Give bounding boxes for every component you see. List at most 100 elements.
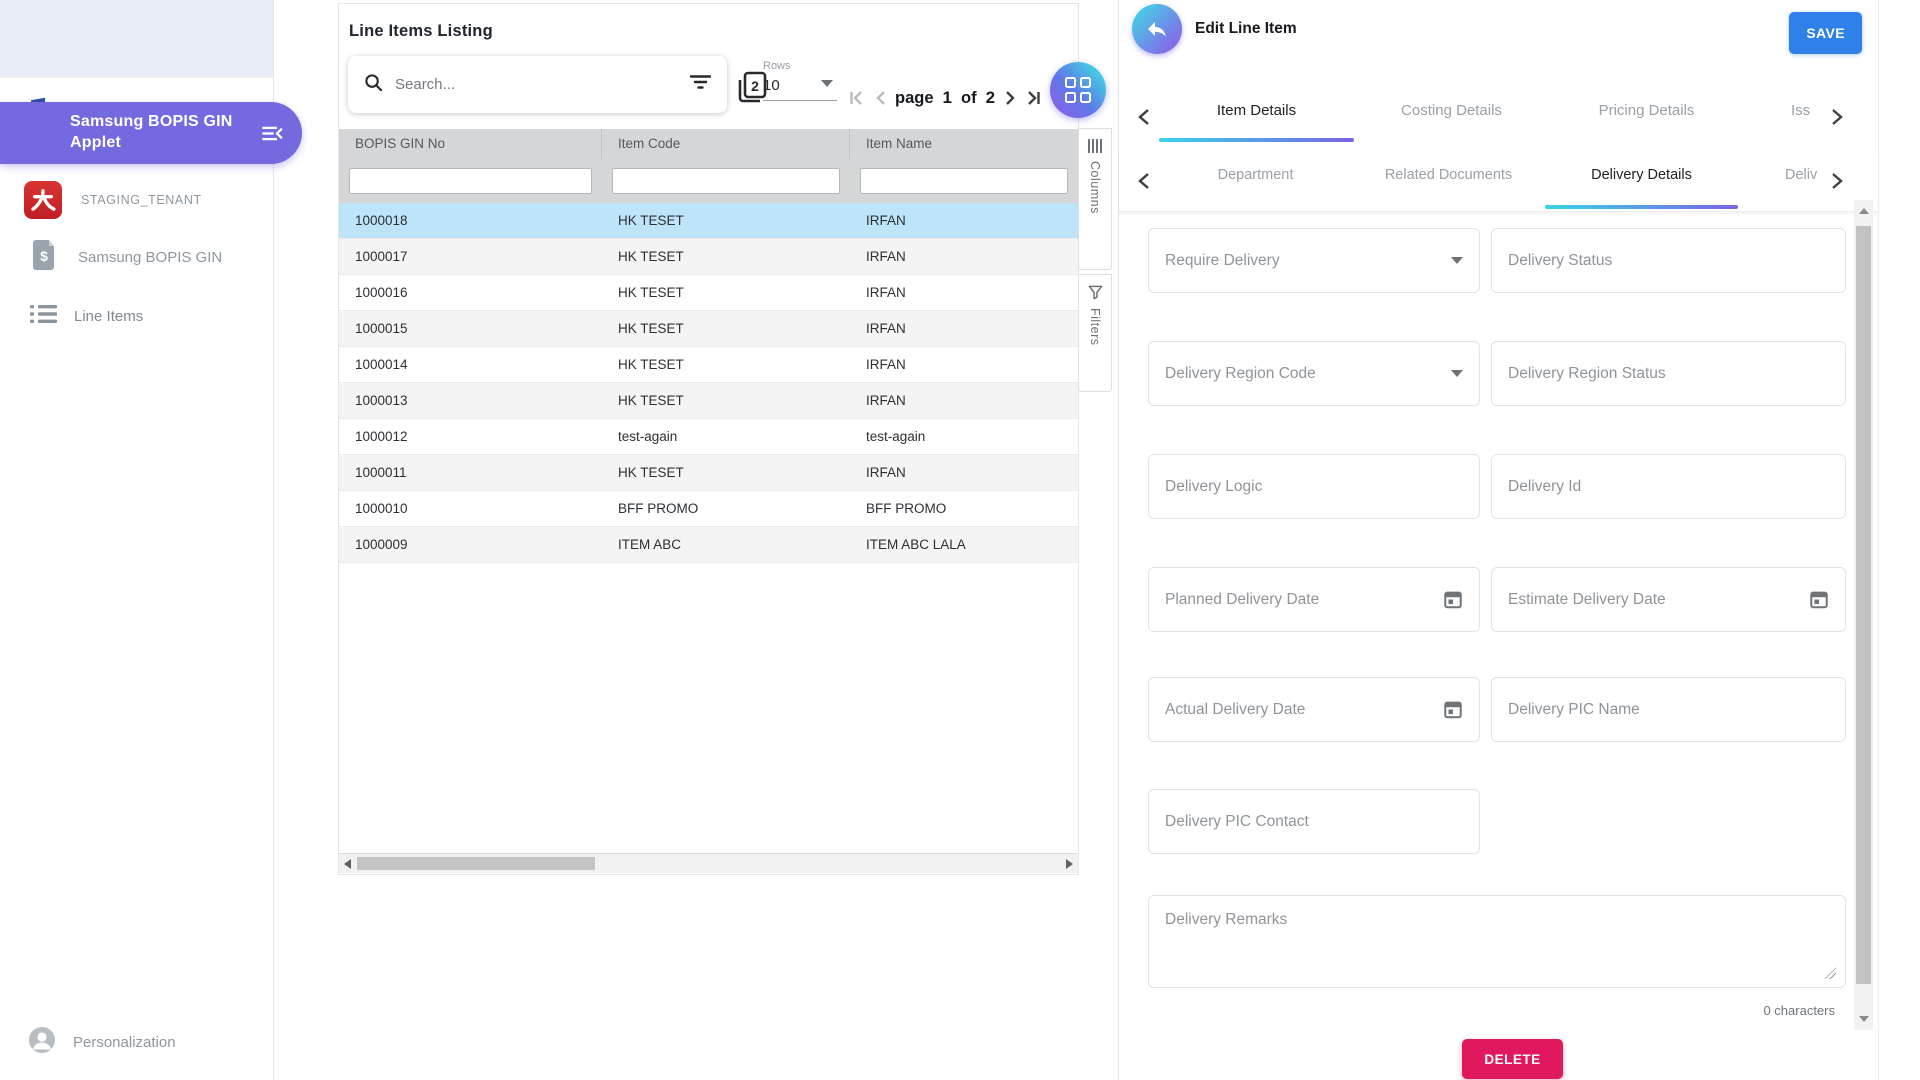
search-box[interactable] (348, 56, 727, 113)
filter-list-icon[interactable] (689, 74, 712, 95)
tab-item[interactable]: Pricing Details (1598, 102, 1695, 119)
field-label: Delivery Status (1508, 251, 1613, 269)
pagination: page 1 of 2 (849, 88, 1041, 108)
field-label: Delivery Remarks (1165, 911, 1288, 928)
delivery-region-code-select[interactable]: Delivery Region Code (1148, 341, 1480, 406)
search-input[interactable] (395, 76, 690, 93)
app-title-pill[interactable]: Samsung BOPIS GIN Applet (0, 102, 302, 164)
vertical-scroll-thumb[interactable] (1856, 226, 1871, 984)
subtab-item[interactable]: Delivery Details (1545, 150, 1738, 211)
cell-item-code: HK TESET (618, 249, 684, 264)
table-row[interactable]: 1000012 test-again test-again (339, 419, 1078, 455)
cell-item-name: IRFAN (866, 393, 906, 408)
cell-item-name: test-again (866, 429, 926, 444)
delivery-region-status-field[interactable]: Delivery Region Status (1491, 341, 1846, 406)
field-label: Delivery Region Code (1165, 364, 1316, 382)
search-icon (364, 73, 383, 97)
table-row[interactable]: 1000014 HK TESET IRFAN (339, 347, 1078, 383)
tabs-scroll-right-icon[interactable] (1831, 108, 1844, 126)
personalization-label: Personalization (73, 1034, 176, 1051)
tab-item[interactable]: Iss (1791, 102, 1811, 119)
field-label: Delivery Id (1508, 477, 1582, 495)
subtab-item[interactable]: Deliv (1785, 167, 1818, 183)
vertical-scrollbar[interactable] (1854, 200, 1873, 1030)
scroll-up-icon[interactable] (1854, 200, 1873, 222)
estimate-delivery-date-field[interactable]: Estimate Delivery Date (1491, 567, 1846, 632)
chevron-down-icon (1451, 257, 1463, 264)
save-button[interactable]: SAVE (1789, 12, 1862, 54)
column-filter-input[interactable] (860, 168, 1068, 194)
svg-text:2: 2 (751, 78, 759, 94)
subtabs-scroll-right-icon[interactable] (1831, 172, 1844, 190)
scroll-down-icon[interactable] (1854, 1008, 1873, 1030)
field-label: Require Delivery (1165, 251, 1280, 269)
planned-delivery-date-field[interactable]: Planned Delivery Date (1148, 567, 1480, 632)
account-circle-icon (28, 1026, 56, 1059)
delivery-pic-name-field[interactable]: Delivery PIC Name (1491, 677, 1846, 742)
column-header[interactable]: BOPIS GIN No (339, 129, 602, 159)
column-header[interactable]: Item Name (866, 136, 933, 151)
table-row[interactable]: 1000010 BFF PROMO BFF PROMO (339, 491, 1078, 527)
delivery-status-field[interactable]: Delivery Status (1491, 228, 1846, 293)
delete-button[interactable]: DELETE (1462, 1039, 1563, 1079)
table-row[interactable]: 1000018 HK TESET IRFAN (339, 203, 1078, 239)
table-row[interactable]: 1000015 HK TESET IRFAN (339, 311, 1078, 347)
panel-title: Edit Line Item (1195, 20, 1297, 37)
first-page-icon[interactable] (849, 90, 865, 106)
last-page-icon[interactable] (1025, 90, 1041, 106)
delivery-remarks-textarea[interactable]: Delivery Remarks (1148, 895, 1846, 988)
table-row[interactable]: 1000009 ITEM ABC ITEM ABC LALA (339, 527, 1078, 563)
cell-item-name: IRFAN (866, 465, 906, 480)
columns-side-tab[interactable]: Columns (1078, 128, 1112, 270)
cell-item-name: IRFAN (866, 321, 906, 336)
scroll-right-icon[interactable] (1066, 859, 1073, 869)
rows-per-page-select[interactable]: Rows 10 (763, 60, 845, 101)
back-button[interactable] (1132, 4, 1182, 54)
subtab-item[interactable]: Related Documents (1384, 167, 1513, 183)
table-row[interactable]: 1000011 HK TESET IRFAN (339, 455, 1078, 491)
delivery-logic-field[interactable]: Delivery Logic (1148, 454, 1480, 519)
calendar-icon[interactable] (1443, 699, 1463, 720)
tab-item[interactable]: Costing Details (1401, 102, 1502, 119)
cell-bopis-gin-no: 1000018 (355, 213, 408, 228)
field-label: Actual Delivery Date (1165, 700, 1306, 718)
app-title: Samsung BOPIS GIN Applet (70, 113, 233, 151)
cell-bopis-gin-no: 1000015 (355, 321, 408, 336)
table-row[interactable]: 1000013 HK TESET IRFAN (339, 383, 1078, 419)
field-label: Delivery Logic (1165, 477, 1263, 495)
tab-item[interactable]: Item Details (1159, 88, 1354, 145)
field-label: Estimate Delivery Date (1508, 590, 1666, 608)
delivery-id-field[interactable]: Delivery Id (1491, 454, 1846, 519)
column-filter-input[interactable] (612, 168, 840, 194)
cell-bopis-gin-no: 1000012 (355, 429, 408, 444)
sidebar-item-personalization[interactable]: Personalization (28, 1026, 176, 1059)
actual-delivery-date-field[interactable]: Actual Delivery Date (1148, 677, 1480, 742)
table-row[interactable]: 1000016 HK TESET IRFAN (339, 275, 1078, 311)
prev-page-icon[interactable] (874, 90, 886, 106)
column-header[interactable]: Item Code (602, 129, 850, 159)
scroll-left-icon[interactable] (344, 859, 351, 869)
menu-collapse-icon[interactable] (257, 118, 287, 148)
require-delivery-select[interactable]: Require Delivery (1148, 228, 1480, 293)
horizontal-scrollbar[interactable] (339, 853, 1078, 873)
subtab-item[interactable]: Department (1217, 167, 1294, 183)
horizontal-scroll-thumb[interactable] (357, 857, 595, 870)
subtabs-scroll-left-icon[interactable] (1137, 172, 1150, 190)
filters-side-tab[interactable]: Filters (1078, 274, 1112, 392)
tabs-scroll-left-icon[interactable] (1137, 108, 1150, 126)
grid-view-button[interactable] (1050, 62, 1106, 118)
delivery-pic-contact-field[interactable]: Delivery PIC Contact (1148, 789, 1480, 854)
column-filter-input[interactable] (349, 168, 592, 194)
table-row[interactable]: 1000017 HK TESET IRFAN (339, 239, 1078, 275)
calendar-icon[interactable] (1443, 589, 1463, 610)
pages-2-icon[interactable]: 2 (736, 70, 768, 109)
sidebar-item-module[interactable]: $ Samsung BOPIS GIN (33, 240, 222, 275)
chevron-down-icon (1451, 370, 1463, 377)
sidebar-item-tenant[interactable]: STAGING_TENANT (24, 181, 202, 219)
calendar-icon[interactable] (1809, 589, 1829, 610)
resize-handle-icon[interactable] (1824, 967, 1836, 979)
next-page-icon[interactable] (1004, 90, 1016, 106)
document-dollar-icon: $ (33, 240, 57, 275)
sidebar-item-line-items[interactable]: Line Items (30, 303, 143, 330)
table-body: 1000018 HK TESET IRFAN 1000017 HK TESET … (339, 203, 1078, 563)
